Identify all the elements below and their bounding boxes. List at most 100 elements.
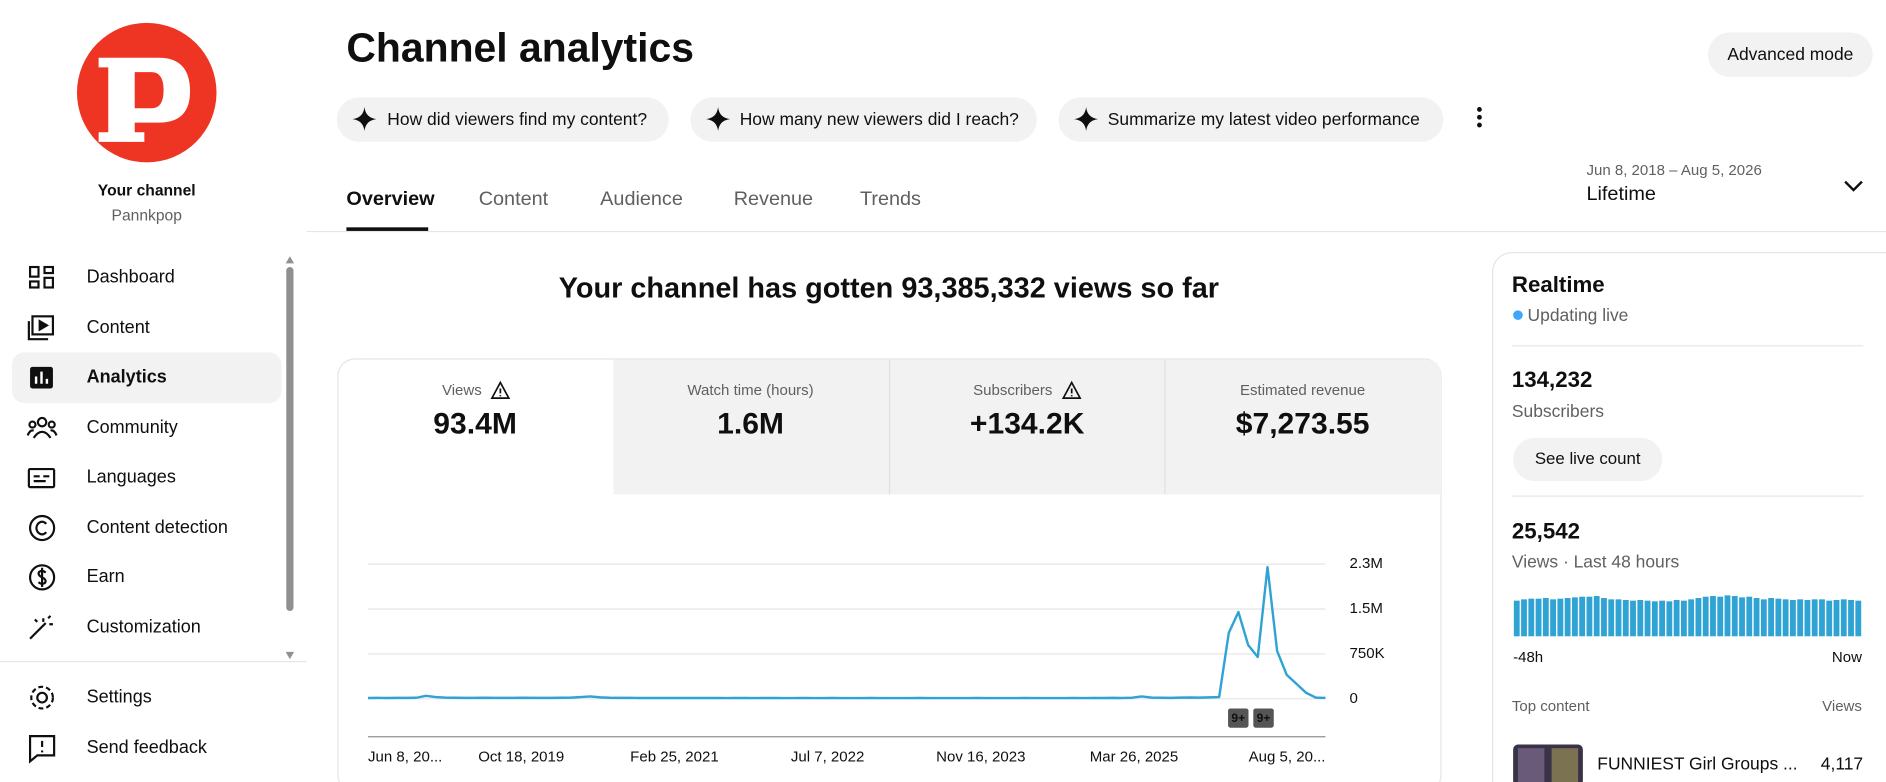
metric-label[interactable]: Views xyxy=(442,382,482,399)
tab[interactable]: Overview xyxy=(346,188,435,210)
live-count-button[interactable] xyxy=(1513,437,1663,482)
realtime-card xyxy=(1492,251,1886,782)
nav-item[interactable]: Settings xyxy=(87,686,152,706)
channel-avatar[interactable] xyxy=(76,22,217,163)
views-line xyxy=(368,565,1326,700)
suggestion-text[interactable]: Summarize my latest video performance xyxy=(1108,109,1420,129)
more-menu[interactable] xyxy=(1477,107,1482,128)
nav-item[interactable]: Content detection xyxy=(87,517,228,537)
realtime-bar xyxy=(1695,598,1702,637)
realtime-bar xyxy=(1550,599,1557,637)
nav-item[interactable]: Content xyxy=(87,317,150,337)
realtime-bar xyxy=(1622,600,1629,637)
suggestion-chip[interactable] xyxy=(690,97,1037,142)
x-tick-label: Mar 26, 2025 xyxy=(1090,749,1178,766)
tab[interactable]: Revenue xyxy=(734,188,813,210)
realtime-bar xyxy=(1586,596,1593,637)
realtime-bar xyxy=(1659,600,1666,637)
realtime-bar xyxy=(1593,596,1600,637)
realtime-bar xyxy=(1746,596,1753,637)
annotation-label: 9+ xyxy=(1231,711,1245,725)
nav-item[interactable]: Languages xyxy=(87,466,176,486)
metric-label[interactable]: Estimated revenue xyxy=(1240,382,1365,399)
realtime-bar xyxy=(1855,600,1862,637)
realtime-bar xyxy=(1760,599,1767,637)
y-tick-label: 2.3M xyxy=(1350,555,1383,572)
nav-item[interactable]: Community xyxy=(87,417,178,437)
metric-label[interactable]: Watch time (hours) xyxy=(687,382,813,399)
annotation-marker xyxy=(1228,708,1249,728)
metric-value[interactable]: $7,273.55 xyxy=(1236,408,1370,441)
realtime-bar xyxy=(1840,599,1847,637)
suggestion-chip[interactable] xyxy=(336,97,669,142)
nav-item[interactable]: Analytics xyxy=(87,366,167,386)
tabs: Overview Content Audience Revenue Trends xyxy=(346,188,921,231)
realtime-bar xyxy=(1789,600,1796,637)
realtime-bar xyxy=(1630,600,1636,637)
metric-value[interactable]: 1.6M xyxy=(717,408,784,441)
tab[interactable]: Trends xyxy=(860,188,921,210)
x-tick-label: Nov 16, 2023 xyxy=(936,749,1025,766)
date-range[interactable]: Jun 8, 2018 – Aug 5, 2026 xyxy=(1586,162,1761,179)
live-dot xyxy=(1513,310,1523,320)
warning-icon[interactable] xyxy=(1061,380,1082,399)
feedback-icon xyxy=(28,735,56,764)
metric-value[interactable]: +134.2K xyxy=(970,408,1085,441)
suggestion-text[interactable]: How did viewers find my content? xyxy=(387,109,647,129)
advanced-button-label[interactable]: Advanced mode xyxy=(1727,44,1853,64)
top-content-views-header: Views xyxy=(1822,698,1862,715)
x-tick-label: Now xyxy=(1832,649,1862,666)
nav-item[interactable]: Send feedback xyxy=(87,737,208,757)
tab[interactable]: Content xyxy=(479,188,549,210)
realtime-bar xyxy=(1702,596,1709,637)
realtime-bar xyxy=(1521,599,1527,637)
tab-underline xyxy=(346,227,429,231)
realtime-bar xyxy=(1833,600,1840,637)
realtime-bar xyxy=(1768,598,1775,637)
suggestion-text[interactable]: How many new viewers did I reach? xyxy=(740,109,1019,129)
sidebar: Your channel Pannkpop Dashboard Content … xyxy=(0,22,307,764)
realtime-bar xyxy=(1848,600,1854,637)
nav-item[interactable]: Dashboard xyxy=(87,267,175,287)
realtime-bar xyxy=(1651,601,1658,637)
settings-icon xyxy=(30,685,55,710)
date-chevron[interactable] xyxy=(1844,180,1863,192)
y-tick-label: 1.5M xyxy=(1350,600,1383,617)
realtime-bar xyxy=(1710,596,1716,637)
metric-label[interactable]: Subscribers xyxy=(973,382,1052,399)
advanced-button[interactable] xyxy=(1707,32,1873,77)
tab[interactable]: Audience xyxy=(600,188,683,210)
channel-name: Pannkpop xyxy=(112,208,183,225)
subscribers-label: Subscribers xyxy=(1512,401,1604,421)
realtime-bar xyxy=(1644,600,1651,637)
date-label[interactable]: Lifetime xyxy=(1586,183,1655,205)
scrollbar-thumb[interactable] xyxy=(286,267,294,612)
video-views: 4,117 xyxy=(1821,754,1863,774)
views-label: Views · Last 48 hours xyxy=(1512,552,1680,572)
y-tick-label: 750K xyxy=(1350,645,1385,662)
metric-value[interactable]: 93.4M xyxy=(433,408,517,441)
realtime-bar xyxy=(1739,597,1745,637)
nav-item[interactable]: Earn xyxy=(87,566,125,586)
suggestion-chip[interactable] xyxy=(1058,97,1444,142)
headline: Your channel has gotten 93,385,332 views… xyxy=(559,272,1219,304)
nav-item[interactable]: Customization xyxy=(87,617,201,637)
realtime-bar xyxy=(1775,598,1782,637)
realtime-bar xyxy=(1680,600,1687,637)
realtime-bar xyxy=(1804,600,1811,637)
realtime-bar xyxy=(1615,599,1622,637)
scroll-down[interactable] xyxy=(285,651,295,660)
channel-label: Your channel xyxy=(98,182,196,199)
subscribers-value: 134,232 xyxy=(1512,367,1592,392)
realtime-bar xyxy=(1571,597,1578,637)
realtime-bar xyxy=(1717,596,1724,637)
live-count-label[interactable]: See live count xyxy=(1535,449,1641,468)
video-title[interactable]: FUNNIEST Girl Groups ... xyxy=(1597,754,1797,774)
top-content-header: Top content xyxy=(1512,698,1590,715)
warning-icon[interactable] xyxy=(490,380,511,399)
scroll-up[interactable] xyxy=(285,256,295,264)
annotation-marker xyxy=(1253,708,1274,728)
realtime-title: Realtime xyxy=(1512,272,1605,297)
realtime-bar xyxy=(1819,599,1825,637)
